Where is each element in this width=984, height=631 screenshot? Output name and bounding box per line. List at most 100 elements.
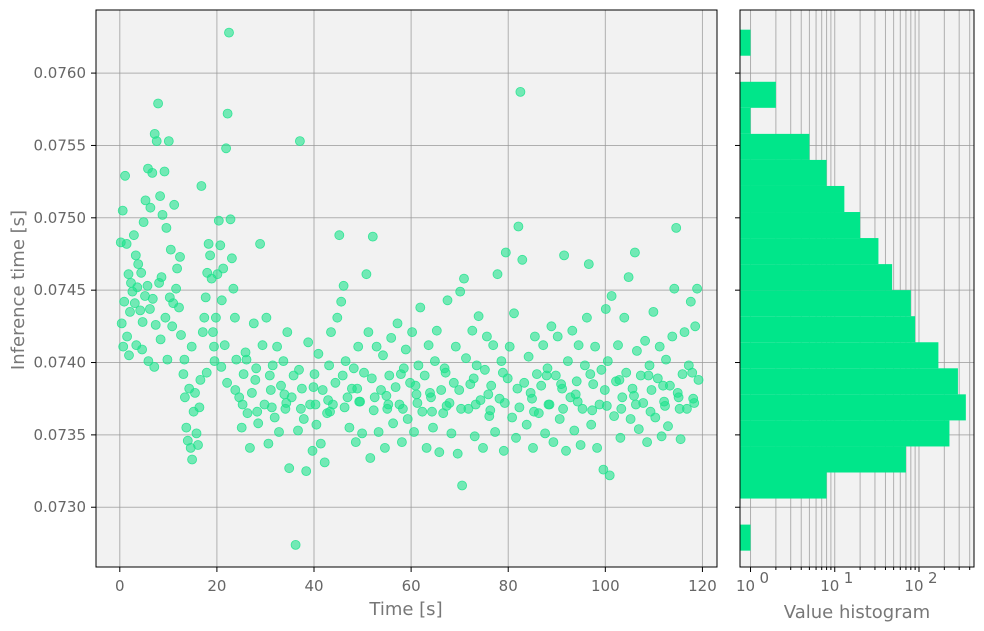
scatter-point xyxy=(388,418,399,429)
scatter-point xyxy=(248,318,259,329)
scatter-point xyxy=(296,383,307,394)
scatter-y-tick-label: 0.0750 xyxy=(34,209,87,227)
scatter-point xyxy=(677,369,688,380)
scatter-point xyxy=(643,370,654,381)
histogram-x-tick-label: 10 xyxy=(736,577,755,595)
histogram-bar xyxy=(740,472,827,499)
scatter-point xyxy=(196,181,207,191)
scatter-point xyxy=(529,406,539,417)
scatter-point xyxy=(669,283,680,294)
scatter-point xyxy=(679,327,690,338)
scatter-point xyxy=(337,370,348,381)
scatter-points xyxy=(115,27,704,550)
scatter-point xyxy=(658,380,668,391)
scatter-point xyxy=(215,240,226,251)
histogram-x-tick-label: 10 xyxy=(904,577,923,595)
scatter-point xyxy=(630,247,640,258)
scatter-point xyxy=(457,480,468,491)
scatter-point xyxy=(298,414,309,424)
scatter-point xyxy=(219,340,230,351)
scatter-point xyxy=(138,217,149,228)
scatter-point xyxy=(381,390,392,401)
scatter-point xyxy=(213,215,224,226)
scatter-point xyxy=(656,431,667,442)
scatter-point xyxy=(378,350,388,361)
scatter-point xyxy=(357,428,368,439)
scatter-point xyxy=(546,321,557,332)
scatter-point xyxy=(586,419,597,430)
scatter-point xyxy=(412,398,423,408)
scatter-point xyxy=(485,405,496,416)
scatter-point xyxy=(209,356,220,367)
histogram-x-tick-exponent: 0 xyxy=(760,569,770,587)
scatter-point xyxy=(200,292,211,303)
scatter-point xyxy=(632,345,642,356)
scatter-point xyxy=(324,360,335,371)
scatter-point xyxy=(310,399,321,410)
scatter-point xyxy=(690,321,701,332)
scatter-point xyxy=(344,422,355,433)
scatter-point xyxy=(195,374,206,385)
scatter-point xyxy=(339,402,350,413)
scatter-point xyxy=(633,424,644,435)
scatter-point xyxy=(515,87,526,97)
scatter-point xyxy=(178,369,189,380)
scatter-point xyxy=(528,442,538,453)
histogram-bar xyxy=(740,107,751,134)
scatter-point xyxy=(124,350,134,361)
scatter-point xyxy=(352,383,363,394)
scatter-point xyxy=(309,369,320,380)
scatter-point xyxy=(392,318,403,329)
scatter-point xyxy=(468,373,479,384)
scatter-point xyxy=(226,253,237,264)
scatter-point xyxy=(272,341,283,352)
scatter-point xyxy=(623,272,634,283)
scatter-point xyxy=(575,440,586,450)
scatter-point xyxy=(142,280,153,291)
scatter-point xyxy=(175,251,185,262)
scatter-point xyxy=(596,364,607,375)
scatter-point xyxy=(246,387,257,398)
scatter-point xyxy=(179,392,190,403)
scatter-point xyxy=(250,374,261,385)
scatter-point xyxy=(181,422,192,433)
scatter-point xyxy=(616,403,627,414)
scatter-point xyxy=(279,389,290,400)
scatter-point xyxy=(282,327,293,338)
scatter-point xyxy=(689,398,700,408)
scatter-point xyxy=(116,318,127,329)
scatter-point xyxy=(236,422,247,433)
scatter-point xyxy=(654,341,665,352)
scatter-point xyxy=(452,448,463,459)
scatter-point xyxy=(409,427,419,437)
scatter-point xyxy=(261,312,272,323)
scatter-point xyxy=(231,354,242,365)
histogram-bar xyxy=(740,290,911,317)
scatter-point xyxy=(162,354,173,365)
scatter-point xyxy=(507,412,517,423)
scatter-point xyxy=(379,442,390,453)
scatter-point xyxy=(483,389,494,400)
scatter-point xyxy=(129,298,140,309)
scatter-point xyxy=(266,402,277,413)
scatter-point xyxy=(621,367,632,378)
scatter-point xyxy=(221,143,232,154)
scatter-point xyxy=(174,302,184,313)
scatter-point xyxy=(338,280,349,291)
histogram-frame xyxy=(739,9,975,568)
scatter-point xyxy=(313,348,324,359)
scatter-point xyxy=(323,395,334,406)
scatter-point xyxy=(427,406,437,417)
scatter-point xyxy=(136,267,147,278)
scatter-point xyxy=(386,332,397,343)
scatter-y-tick-label: 0.0730 xyxy=(34,498,87,516)
scatter-point xyxy=(137,317,148,327)
scatter-point xyxy=(264,370,275,381)
histogram-bar xyxy=(740,342,939,369)
histogram-bar xyxy=(740,394,966,421)
scatter-point xyxy=(176,330,186,340)
scatter-point xyxy=(132,282,143,293)
histogram-x-tick-label: 10 xyxy=(820,577,839,595)
scatter-point xyxy=(228,283,239,294)
scatter-point xyxy=(265,385,276,395)
